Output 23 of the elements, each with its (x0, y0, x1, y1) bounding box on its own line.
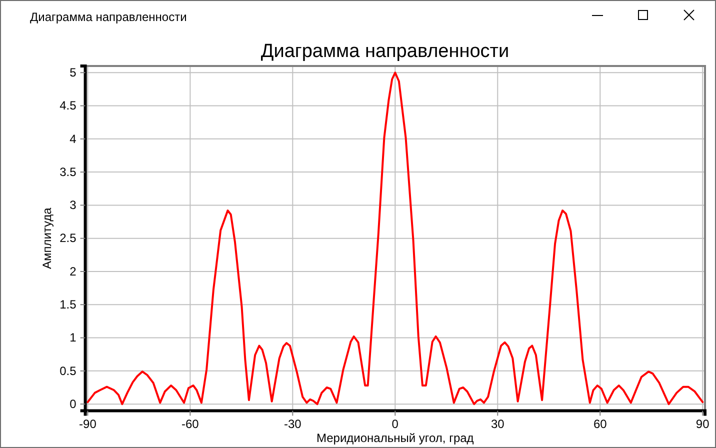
x-tick-label: -90 (79, 417, 97, 432)
y-tick-label: 4.5 (60, 98, 77, 113)
x-tick-label: 90 (696, 417, 710, 432)
x-axis-title: Меридиональный угол, град (316, 431, 474, 445)
y-axis-title: Амплитуда (40, 207, 54, 270)
y-tick-label: 1.5 (60, 297, 77, 312)
y-tick-label: 1 (70, 330, 77, 345)
y-tick-label: 3 (70, 198, 77, 212)
y-tick-label: 3.5 (60, 164, 77, 179)
x-tick-label: -30 (284, 417, 302, 432)
x-tick-label: 30 (490, 417, 505, 432)
x-tick-label: 0 (392, 417, 399, 432)
y-tick-label: 0 (70, 396, 77, 411)
y-tick-label: 0.5 (60, 364, 77, 378)
y-tick-label: 4 (70, 132, 77, 146)
x-tick-label: 60 (593, 417, 608, 432)
y-tick-label: 2.5 (60, 231, 77, 246)
line-series (86, 72, 704, 406)
x-tick-label: -60 (182, 417, 200, 432)
y-tick-label: 5 (70, 65, 77, 80)
y-tick-label: 2 (70, 264, 77, 278)
chart-title: Диаграмма направленности (260, 41, 510, 62)
text: Диаграмма направленности (30, 10, 187, 24)
